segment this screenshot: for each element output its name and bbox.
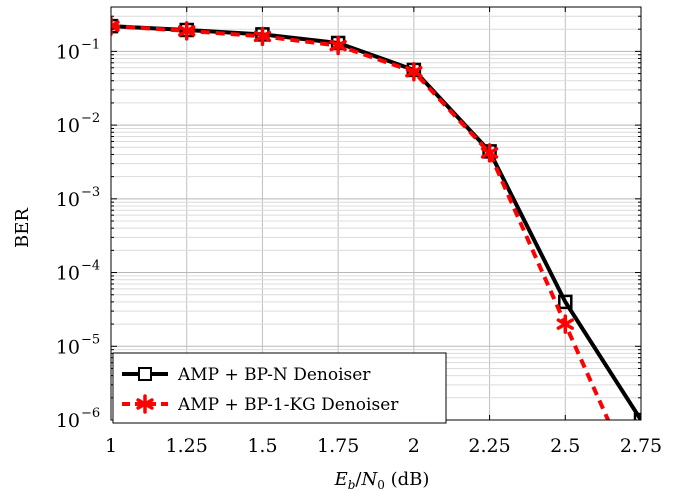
y-tick-label: 10 −4 <box>56 259 100 285</box>
legend-label-bp-n: AMP + BP-N Denoiser <box>177 365 371 385</box>
data-point <box>111 16 120 36</box>
y-tick-labels: 10−610−510−410−310−210−1 <box>56 37 100 432</box>
x-tick-label: 2 <box>408 435 420 457</box>
y-tick-base: 10 <box>56 115 80 137</box>
y-tick-base: 10 <box>56 410 80 432</box>
data-point <box>480 143 499 163</box>
xlabel-e: E <box>334 469 348 490</box>
x-tick-label: 2.25 <box>468 435 510 457</box>
x-tick-labels: 1 1.25 1.5 1.75 2 2.25 2.5 2.75 <box>105 435 662 457</box>
data-point <box>329 35 347 56</box>
legend-label-bp-1-kg: AMP + BP-1-KG Denoiser <box>177 395 399 415</box>
xlabel-unit: (dB) <box>385 469 430 490</box>
xlabel-zero: 0 <box>377 478 385 492</box>
y-tick-label: 10 −3 <box>56 185 100 211</box>
legend-entry-bp-n: AMP + BP-N Denoiser <box>122 365 371 385</box>
legend-box <box>112 352 447 424</box>
legend-marker-bp-1-kg <box>136 394 154 414</box>
y-tick-exponent: −6 <box>81 406 100 421</box>
x-tick-label: 1.5 <box>247 435 277 457</box>
legend-entry-bp-1-kg: AMP + BP-1-KG Denoiser <box>122 394 399 415</box>
series-line <box>111 24 641 420</box>
y-tick-exponent: −4 <box>81 259 100 274</box>
x-axis-title: Eb/N0 (dB) <box>334 469 430 492</box>
x-tick-label: 1.25 <box>166 435 208 457</box>
y-tick-base: 10 <box>56 41 80 63</box>
y-tick-exponent: −1 <box>81 37 100 52</box>
data-point <box>405 61 423 82</box>
x-tick-label: 1.75 <box>317 435 359 457</box>
y-tick-label: 10 −2 <box>56 111 100 137</box>
x-tick-label: 2.75 <box>620 435 662 457</box>
y-tick-label: 10 −6 <box>56 406 100 432</box>
legend-star-shape <box>136 394 154 414</box>
data-point <box>253 26 272 47</box>
x-tick-label: 2.5 <box>550 435 580 457</box>
series-2 <box>111 16 611 420</box>
y-tick-base: 10 <box>56 336 80 358</box>
y-tick-exponent: −3 <box>81 185 100 200</box>
y-tick-exponent: −2 <box>81 111 100 126</box>
y-axis-title: BER <box>12 208 33 248</box>
y-tick-exponent: −5 <box>81 332 100 347</box>
x-tick-label: 1 <box>105 435 117 457</box>
data-point <box>178 21 196 41</box>
series-layer <box>111 16 641 420</box>
y-tick-label: 10 −5 <box>56 332 100 358</box>
xlabel-slash: / <box>355 469 362 490</box>
xlabel-b: b <box>348 478 356 492</box>
data-point <box>558 294 573 310</box>
y-tick-label: 10 −1 <box>56 37 100 63</box>
y-tick-base: 10 <box>56 189 80 211</box>
legend: AMP + BP-N Denoiser AMP + BP-1-KG Denois… <box>112 352 447 424</box>
series-line <box>111 24 611 420</box>
xlabel-n: N <box>360 469 378 490</box>
legend-marker-bp-n <box>138 367 152 381</box>
y-tick-base: 10 <box>56 263 80 285</box>
data-point <box>556 314 574 334</box>
